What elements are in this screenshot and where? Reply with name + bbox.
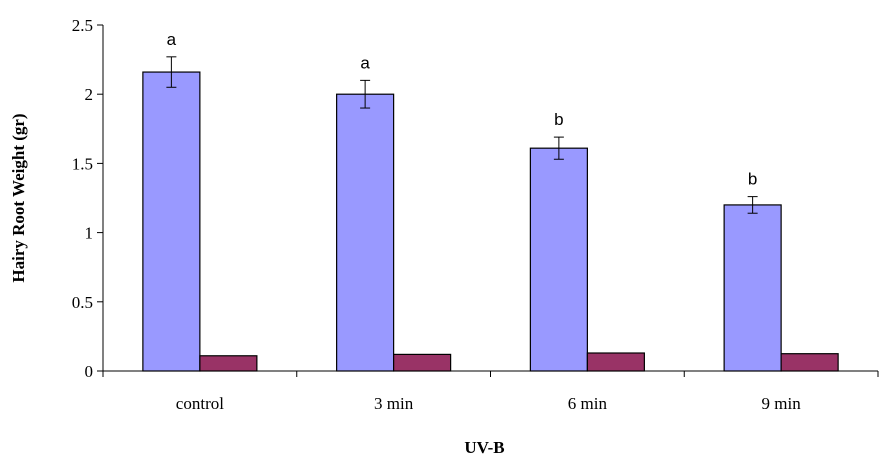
x-axis-ticks: control 3 min 6 min 9 min — [102, 371, 879, 413]
y-axis-title: Hairy Root Weight (gr) — [9, 113, 28, 282]
y-tick-label: 1 — [85, 224, 94, 243]
bar — [142, 71, 201, 372]
x-tick-label: 6 min — [568, 394, 608, 413]
x-tick-label: control — [176, 394, 224, 413]
y-axis-ticks: 0 0.5 1 1.5 2 2.5 — [72, 16, 103, 381]
y-tick-label: 2.5 — [72, 16, 93, 35]
bar — [723, 204, 782, 372]
y-tick-label: 1.5 — [72, 154, 93, 173]
significance-label: b — [554, 110, 563, 129]
significance-label: a — [360, 53, 370, 72]
bars: a a b b — [142, 30, 839, 372]
x-tick-label: 9 min — [762, 394, 802, 413]
x-tick-label: 3 min — [374, 394, 414, 413]
bar — [586, 352, 645, 372]
x-axis-title: UV-B — [464, 438, 504, 457]
significance-label: b — [748, 170, 757, 189]
y-tick-label: 2 — [85, 85, 94, 104]
bar — [199, 355, 258, 372]
bar — [336, 93, 395, 372]
y-tick-label: 0.5 — [72, 293, 93, 312]
bar — [529, 147, 588, 372]
bar — [780, 353, 839, 372]
significance-label: a — [167, 30, 177, 49]
y-tick-label: 0 — [85, 362, 94, 381]
bar — [393, 353, 452, 372]
